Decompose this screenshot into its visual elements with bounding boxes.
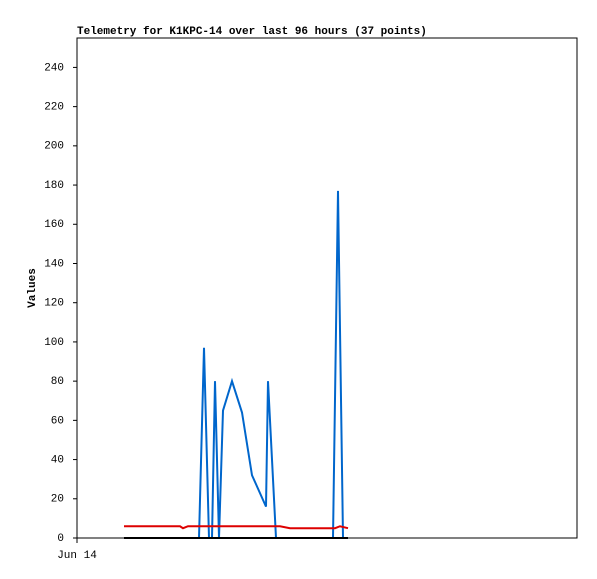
y-tick-label: 200 [44,141,64,153]
plot-frame [76,37,578,539]
y-tick-label: 140 [44,258,64,270]
y-tick-label: 240 [44,62,64,74]
y-tick-label: 20 [51,494,64,506]
y-axis-label: Values [27,268,39,308]
y-tick-label: 40 [51,454,64,466]
y-tick-label: 160 [44,219,64,231]
chart-title: Telemetry for K1KPC-14 over last 96 hour… [77,26,427,38]
y-tick-label: 180 [44,180,64,192]
y-tick-label: 0 [57,533,64,545]
y-tick-label: 220 [44,102,64,114]
series-line [198,190,344,539]
x-tick-label: Jun 14 [57,550,97,562]
y-tick-label: 120 [44,298,64,310]
y-tick-label: 60 [51,415,64,427]
y-tick-label: 100 [44,337,64,349]
series-line [124,525,349,530]
y-tick-label: 80 [51,376,64,388]
